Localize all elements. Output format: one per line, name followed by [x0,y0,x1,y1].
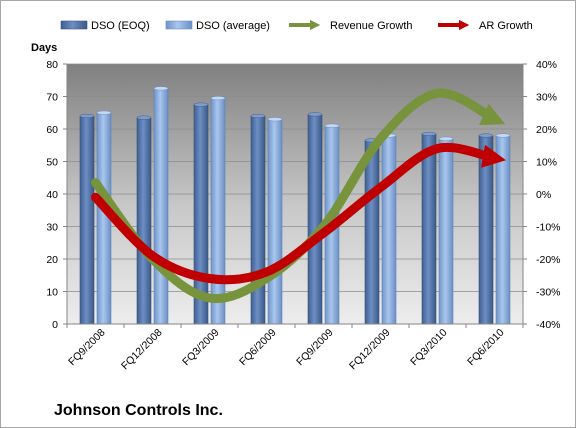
y-right-tick-label: 30% [536,92,557,104]
x-tick-label: FQ12/2008 [119,327,165,373]
legend-item-revenue-growth: Revenue Growth [289,19,413,32]
bar-cap-dso-average [96,110,112,115]
bar-cap-dso-average [210,96,226,101]
legend-label-ar-growth: AR Growth [479,20,533,32]
bar-cap-dso-average [267,117,283,122]
line-ar-growth [91,142,507,285]
y-left-tick-label: 60 [46,124,58,136]
bar-cap-dso-eoq [136,115,152,120]
y-right-tick-label: 20% [536,124,557,136]
y-left-tick-label: 0 [52,319,58,331]
bar-dso-average [495,135,511,325]
x-tick-label: FQ9/2009 [294,327,336,369]
bar-dso-eoq [478,135,494,325]
x-tick-label: FQ6/2009 [237,327,279,369]
y-right-tick-label: -20% [536,254,561,266]
bar-cap-dso-eoq [307,112,323,117]
bar-dso-average [438,138,454,325]
y-right-tick-label: -40% [536,319,561,331]
y-right-tick-label: -10% [536,222,561,234]
y-right-tick-label: 40% [536,59,557,71]
y-left-tick-label: 40 [46,189,58,201]
bar-dso-eoq [364,140,380,325]
bar-dso-eoq [250,115,266,325]
bar-dso-average [267,118,283,325]
bar-dso-average [210,97,226,325]
bar-dso-eoq [307,114,323,325]
bar-cap-dso-eoq [79,113,95,118]
x-tick-label: FQ9/2008 [66,327,108,369]
x-tick-label: FQ12/2009 [347,327,393,373]
x-tick-label: FQ3/2009 [180,327,222,369]
y-left-tick-label: 30 [46,222,58,234]
legend-label-dso-average: DSO (average) [196,20,270,32]
y-left-tick-label: 20 [46,254,58,266]
bar-cap-dso-average [324,123,340,128]
company-name: Johnson Controls Inc. [54,402,223,419]
bar-dso-eoq [136,117,152,325]
bar-dso-average [381,135,397,325]
legend-label-dso-eoq: DSO (EOQ) [91,20,150,32]
legend-item-dso-average: DSO (average) [165,20,270,32]
legend-swatch-dso-average [165,20,193,30]
legend-item-ar-growth: AR Growth [438,19,533,32]
bar-cap-dso-eoq [478,133,494,138]
x-tick-label: FQ6/2010 [465,327,507,369]
y-left-tick-label: 70 [46,92,58,104]
x-tick-label: FQ3/2010 [408,327,450,369]
bar-cap-dso-average [153,86,169,91]
y-left-tick-label: 50 [46,157,58,169]
y-right-tick-label: -30% [536,287,561,299]
y-left-axis-title: Days [31,42,57,54]
legend-item-dso-eoq: DSO (EOQ) [60,20,150,32]
bar-cap-dso-eoq [250,113,266,118]
bar-cap-dso-average [438,136,454,141]
bar-dso-eoq [79,115,95,325]
y-right-tick-label: 0% [536,189,551,201]
bar-dso-eoq [421,133,437,325]
growth-lines [91,88,507,304]
y-left-tick-label: 10 [46,287,58,299]
bar-dso-average [153,88,169,325]
y-left-tick-label: 80 [46,59,58,71]
bar-cap-dso-eoq [193,102,209,107]
y-right-tick-label: 10% [536,157,557,169]
legend-label-revenue-growth: Revenue Growth [330,20,413,32]
legend-swatch-dso-eoq [60,20,88,30]
bar-cap-dso-eoq [421,131,437,136]
bar-cap-dso-average [495,133,511,138]
legend: DSO (EOQ) DSO (average) Revenue Growth A… [60,19,533,32]
